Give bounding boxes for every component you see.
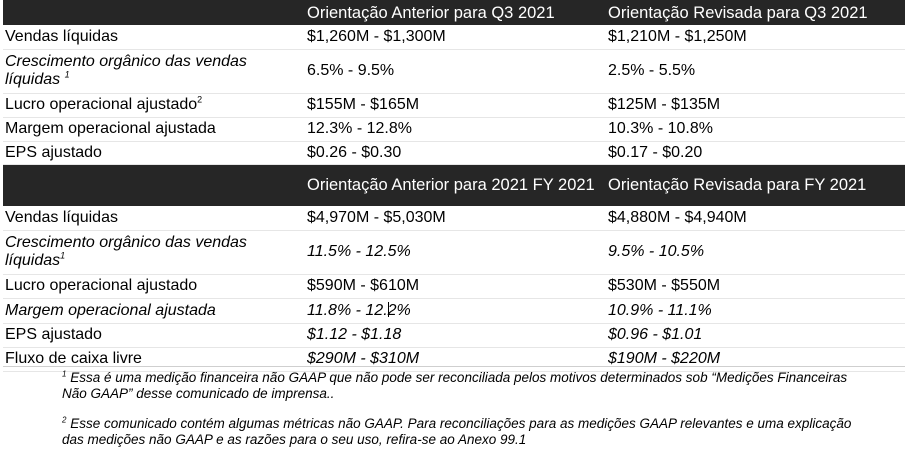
prior-value: 6.5% - 9.5% <box>303 49 604 94</box>
revised-value: 9.5% - 10.5% <box>604 230 905 275</box>
footnotes: 1 Essa é uma medição financeira não GAAP… <box>62 370 862 448</box>
table-row: EPS ajustado $0.26 - $0.30 $0.17 - $0.20 <box>3 141 905 165</box>
q3-header-prior: Orientação Anterior para Q3 2021 <box>303 0 604 25</box>
footnote-ref: 1 <box>60 250 66 261</box>
revised-value: 2.5% - 5.5% <box>604 49 905 94</box>
row-label: Fluxo de caixa livre <box>3 347 303 372</box>
row-label-text: Crescimento orgânico das vendas líquidas <box>5 234 247 269</box>
q3-header-revised: Orientação Revisada para Q3 2021 <box>604 0 905 25</box>
footnote-ref: 2 <box>197 94 203 105</box>
fy-header-metric <box>3 164 303 206</box>
revised-value: $0.96 - $1.01 <box>604 323 905 348</box>
row-label: Margem operacional ajustada <box>3 298 303 324</box>
prior-value-part: 11.8% - 12. <box>307 301 388 319</box>
guidance-table: Orientação Anterior para Q3 2021 Orienta… <box>3 0 905 372</box>
q3-header-row: Orientação Anterior para Q3 2021 Orienta… <box>3 0 905 25</box>
prior-value: $1,260M - $1,300M <box>303 25 604 50</box>
prior-value: $0.26 - $0.30 <box>303 141 604 165</box>
footnote-2: 2 Esse comunicado contém algumas métrica… <box>62 416 862 448</box>
revised-value: $530M - $550M <box>604 274 905 299</box>
table-row: Lucro operacional ajustado $590M - $610M… <box>3 274 905 299</box>
q3-header-metric <box>3 0 303 25</box>
row-label: Vendas líquidas <box>3 25 303 50</box>
row-label: Crescimento orgânico das vendas líquidas… <box>3 230 303 275</box>
table-row: Lucro operacional ajustado2 $155M - $165… <box>3 93 905 118</box>
revised-value: $4,880M - $4,940M <box>604 206 905 231</box>
row-label: Margem operacional ajustada <box>3 117 303 142</box>
row-label: EPS ajustado <box>3 323 303 348</box>
table-row: EPS ajustado $1.12 - $1.18 $0.96 - $1.01 <box>3 323 905 348</box>
prior-value: 11.5% - 12.5% <box>303 230 604 275</box>
table-bottom-rule <box>3 366 905 367</box>
revised-value: $190M - $220M <box>604 347 905 372</box>
revised-value: $0.17 - $0.20 <box>604 141 905 165</box>
row-label: Lucro operacional ajustado2 <box>3 93 303 118</box>
text-cursor <box>387 301 389 317</box>
table-row: Margem operacional ajustada 12.3% - 12.8… <box>3 117 905 142</box>
prior-value: $155M - $165M <box>303 93 604 118</box>
fy-header-prior: Orientação Anterior para 2021 FY 2021 <box>303 164 604 206</box>
prior-value: 11.8% - 12.2% <box>303 298 604 324</box>
table-row: Fluxo de caixa livre $290M - $310M $190M… <box>3 347 905 372</box>
row-label: EPS ajustado <box>3 141 303 165</box>
table-row: Vendas líquidas $4,970M - $5,030M $4,880… <box>3 206 905 231</box>
row-label: Lucro operacional ajustado <box>3 274 303 299</box>
revised-value: $125M - $135M <box>604 93 905 118</box>
footnote-1-mark: 1 <box>62 369 67 379</box>
prior-value: $290M - $310M <box>303 347 604 372</box>
prior-value: $590M - $610M <box>303 274 604 299</box>
footnote-1: 1 Essa é uma medição financeira não GAAP… <box>62 370 862 402</box>
table-row: Vendas líquidas $1,260M - $1,300M $1,210… <box>3 25 905 50</box>
row-label-text: Crescimento orgânico das vendas líquidas <box>5 53 247 88</box>
fy-header-row: Orientação Anterior para 2021 FY 2021 Or… <box>3 164 905 206</box>
footnote-1-text: Essa é uma medição financeira não GAAP q… <box>62 370 848 401</box>
footnote-2-text: Esse comunicado contém algumas métricas … <box>62 416 852 447</box>
footnote-ref: 1 <box>64 69 70 80</box>
row-label-text: Lucro operacional ajustado <box>5 96 198 113</box>
prior-value: $4,970M - $5,030M <box>303 206 604 231</box>
row-label: Crescimento orgânico das vendas líquidas… <box>3 49 303 94</box>
prior-value: 12.3% - 12.8% <box>303 117 604 142</box>
row-label: Vendas líquidas <box>3 206 303 231</box>
table-row: Crescimento orgânico das vendas líquidas… <box>3 230 905 275</box>
revised-value: 10.9% - 11.1% <box>604 298 905 324</box>
table-row: Crescimento orgânico das vendas líquidas… <box>3 49 905 94</box>
prior-value-part: 2% <box>387 301 411 319</box>
table-row: Margem operacional ajustada 11.8% - 12.2… <box>3 298 905 324</box>
revised-value: 10.3% - 10.8% <box>604 117 905 142</box>
revised-value: $1,210M - $1,250M <box>604 25 905 50</box>
prior-value: $1.12 - $1.18 <box>303 323 604 348</box>
fy-header-revised: Orientação Revisada para FY 2021 <box>604 164 905 206</box>
footnote-2-mark: 2 <box>62 415 67 425</box>
